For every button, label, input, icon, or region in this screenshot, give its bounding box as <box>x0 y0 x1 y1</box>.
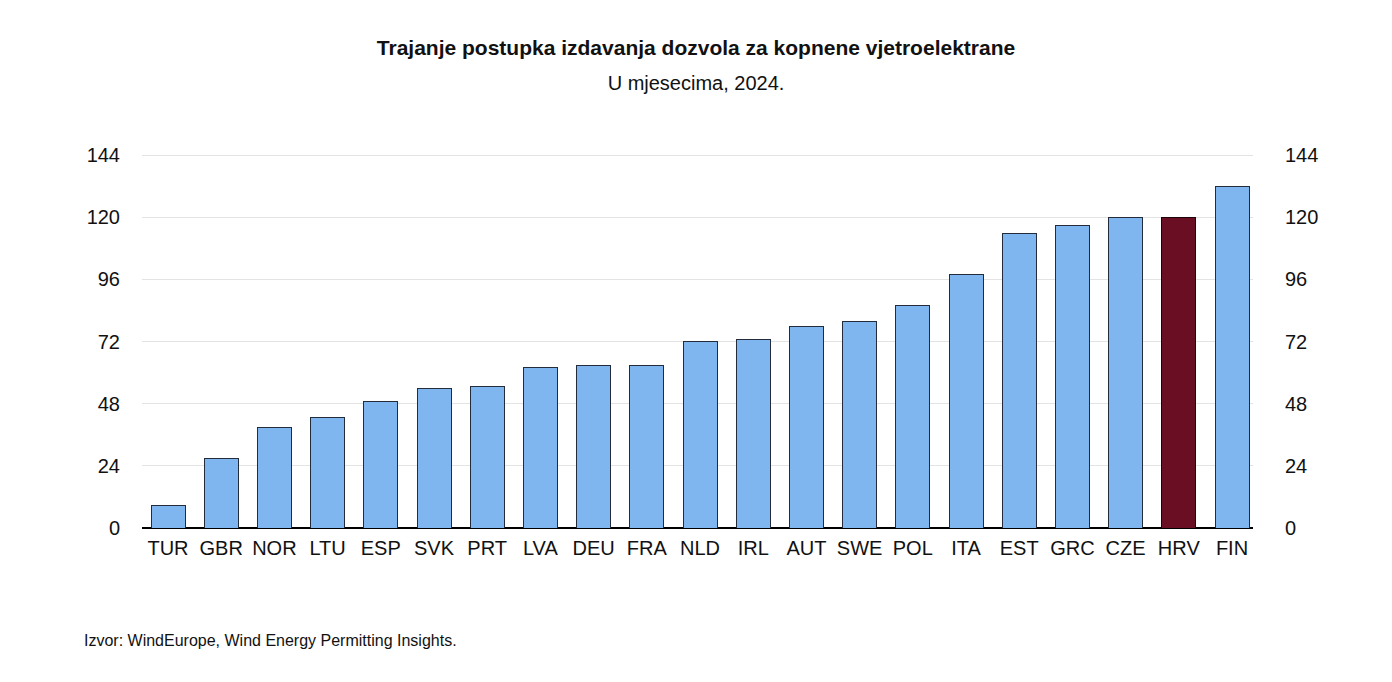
bar-fra <box>629 365 664 528</box>
y-tick-left-120: 120 <box>30 204 120 230</box>
x-tick-fin: FIN <box>1200 537 1264 560</box>
y-tick-right-48: 48 <box>1285 391 1375 417</box>
y-tick-right-96: 96 <box>1285 266 1375 292</box>
y-tick-left-48: 48 <box>30 391 120 417</box>
gridline-120 <box>142 217 1253 218</box>
bar-ltu <box>310 417 345 528</box>
y-tick-right-144: 144 <box>1285 142 1375 168</box>
bar-est <box>1002 233 1037 528</box>
y-tick-right-120: 120 <box>1285 204 1375 230</box>
plot-area <box>142 155 1253 528</box>
y-tick-left-24: 24 <box>30 453 120 479</box>
gridline-144 <box>142 155 1253 156</box>
bar-nor <box>257 427 292 528</box>
source-note: Izvor: WindEurope, Wind Energy Permittin… <box>84 632 457 650</box>
y-tick-right-24: 24 <box>1285 453 1375 479</box>
bar-nld <box>683 341 718 528</box>
chart-title: Trajanje postupka izdavanja dozvola za k… <box>0 36 1392 60</box>
bar-grc <box>1055 225 1090 528</box>
bar-cze <box>1108 217 1143 528</box>
bar-ita <box>949 274 984 528</box>
bar-swe <box>842 321 877 528</box>
y-tick-right-0: 0 <box>1285 515 1375 541</box>
y-tick-left-72: 72 <box>30 329 120 355</box>
bar-hrv <box>1161 217 1196 528</box>
chart-subtitle: U mjesecima, 2024. <box>0 72 1392 95</box>
bar-aut <box>789 326 824 528</box>
bar-lva <box>523 367 558 528</box>
bar-svk <box>417 388 452 528</box>
bar-gbr <box>204 458 239 528</box>
bar-tur <box>151 505 186 528</box>
bar-deu <box>576 365 611 528</box>
y-tick-left-0: 0 <box>30 515 120 541</box>
bar-fin <box>1215 186 1250 528</box>
bar-pol <box>895 305 930 528</box>
y-tick-left-144: 144 <box>30 142 120 168</box>
chart-figure: Trajanje postupka izdavanja dozvola za k… <box>0 0 1392 682</box>
bar-prt <box>470 386 505 528</box>
bar-esp <box>363 401 398 528</box>
bar-irl <box>736 339 771 528</box>
y-tick-right-72: 72 <box>1285 329 1375 355</box>
y-tick-left-96: 96 <box>30 266 120 292</box>
